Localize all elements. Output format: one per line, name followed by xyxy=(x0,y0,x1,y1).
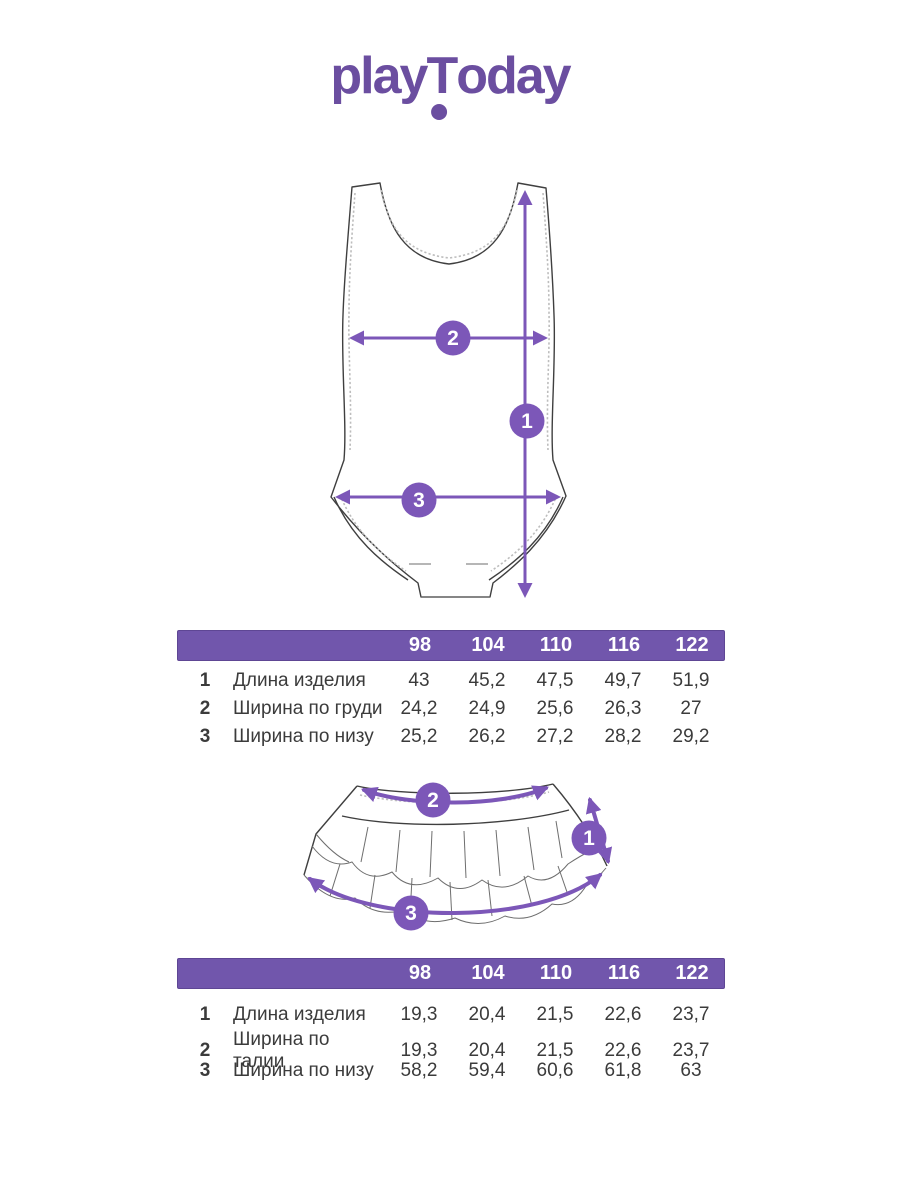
badge-1: 1 xyxy=(509,403,545,439)
table-row: 2 Ширина по талии 19,3 20,4 21,5 22,6 23… xyxy=(199,1029,710,1072)
badge-2: 2 xyxy=(435,320,471,356)
table-row: 1 Длина изделия 43 45,2 47,5 49,7 51,9 xyxy=(199,670,710,691)
size-col: 122 xyxy=(675,634,709,656)
brand-logo: playT oday xyxy=(0,47,900,120)
size-header-row: 98 104 110 116 122 xyxy=(177,630,725,661)
table-row: 3 Ширина по низу 58,2 59,4 60,6 61,8 63 xyxy=(199,1060,702,1081)
neckline-trim xyxy=(380,189,518,259)
logo-oday: oday xyxy=(456,47,571,105)
badge-3: 3 xyxy=(393,895,429,931)
size-col: 98 xyxy=(408,634,432,656)
leg-binding-left xyxy=(333,496,409,581)
swimsuit-diagram: 2 1 3 xyxy=(330,182,567,598)
size-col: 122 xyxy=(675,962,709,984)
logo-play: play xyxy=(330,47,428,105)
tier1-folds xyxy=(360,820,563,879)
size-col: 116 xyxy=(607,962,641,984)
svg-text:1: 1 xyxy=(521,410,533,433)
badge-3: 3 xyxy=(401,482,437,518)
table-row: 3 Ширина по низу 25,2 26,2 27,2 28,2 29,… xyxy=(199,726,710,747)
waist-arc-arrow-2 xyxy=(360,785,549,805)
size-col: 110 xyxy=(539,962,573,984)
swimsuit-size-table: 98 104 110 116 122 1 Длина изделия 43 45… xyxy=(177,630,725,751)
svg-text:3: 3 xyxy=(405,902,417,925)
table-row: 1 Длина изделия 19,3 20,4 21,5 22,6 23,7 xyxy=(199,1004,710,1025)
hem-arc-arrow-3 xyxy=(307,872,603,915)
armhole-trim-right xyxy=(542,192,550,451)
size-col: 116 xyxy=(607,634,641,656)
skirt-waist-top xyxy=(356,783,554,794)
swimsuit-outline xyxy=(330,182,567,598)
skirt-diagram: 2 1 3 xyxy=(303,782,613,931)
svg-text:2: 2 xyxy=(427,789,439,812)
logo-dot-icon xyxy=(431,104,448,120)
svg-text:1: 1 xyxy=(583,827,595,850)
size-col: 98 xyxy=(408,962,432,984)
tier1-hem xyxy=(311,845,593,889)
svg-text:2: 2 xyxy=(447,327,459,350)
badge-2: 2 xyxy=(415,782,451,818)
size-col: 104 xyxy=(471,962,505,984)
size-col: 110 xyxy=(539,634,573,656)
leg-trim-left xyxy=(339,494,407,572)
size-col: 104 xyxy=(471,634,505,656)
logo-t: T xyxy=(426,48,458,120)
skirt-waistband-bottom xyxy=(341,809,570,826)
badge-1: 1 xyxy=(571,820,607,856)
table-body: 1 Длина изделия 19,3 20,4 21,5 22,6 23,7… xyxy=(177,1001,725,1085)
skirt-size-table: 98 104 110 116 122 1 Длина изделия 19,3 … xyxy=(177,958,725,1085)
size-header-row: 98 104 110 116 122 xyxy=(177,958,725,989)
table-row: 2 Ширина по груди 24,2 24,9 25,6 26,3 27 xyxy=(199,698,702,719)
skirt-left-fold xyxy=(315,833,350,863)
svg-text:3: 3 xyxy=(413,489,425,512)
table-body: 1 Длина изделия 43 45,2 47,5 49,7 51,9 2… xyxy=(177,667,725,751)
armhole-trim-left xyxy=(348,192,356,451)
